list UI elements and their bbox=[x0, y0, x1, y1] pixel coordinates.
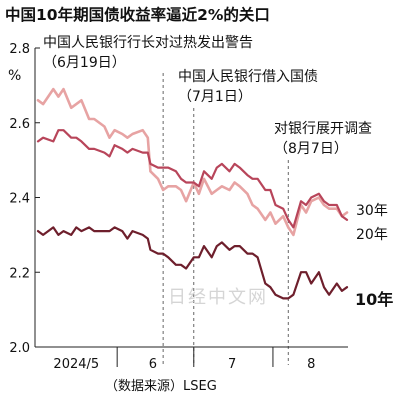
y-axis-unit: % bbox=[8, 68, 21, 84]
series-lines bbox=[36, 87, 349, 300]
annotation-date: （8月7日） bbox=[274, 141, 348, 157]
series-label-10y: 10年 bbox=[355, 290, 393, 309]
annotation-date: （7月1日） bbox=[178, 89, 252, 105]
x-tick-label: 2024/5 bbox=[53, 357, 99, 372]
watermark: 日经中文网 bbox=[168, 287, 268, 308]
series-label-30y: 30年 bbox=[356, 203, 388, 219]
y-tick-label: 2.2 bbox=[9, 266, 30, 281]
source-note: （数据来源）LSEG bbox=[105, 379, 217, 394]
series-line-10y bbox=[36, 226, 349, 300]
annotation-text: 中国人民银行借入国债 bbox=[178, 69, 318, 85]
annotation-labels: 中国人民银行行长对过热发出警告 （6月19日） 中国人民银行借入国债 （7月1日） 对银… bbox=[43, 35, 372, 157]
y-tick-label: 2.0 bbox=[9, 341, 30, 356]
annotation-lines bbox=[162, 73, 289, 365]
y-tick-label: 2.8 bbox=[9, 42, 30, 57]
series-label-20y: 20年 bbox=[356, 227, 388, 243]
x-tick-label: 7 bbox=[228, 357, 236, 372]
series-line-30y bbox=[36, 87, 349, 237]
series-line-20y bbox=[36, 129, 349, 229]
y-tick-label: 2.4 bbox=[9, 192, 30, 207]
annotation-text: 中国人民银行行长对过热发出警告 bbox=[43, 35, 253, 51]
chart-title: 中国10年期国债收益率逼近2%的关口 bbox=[5, 5, 270, 24]
y-tick-label: 2.6 bbox=[9, 117, 30, 132]
axes: 2.0 2.2 2.4 2.6 2.8 2024/5 6 7 8 bbox=[9, 42, 348, 372]
x-tick-label: 8 bbox=[307, 357, 315, 372]
x-tick-label: 6 bbox=[149, 357, 157, 372]
annotation-date: （6月19日） bbox=[43, 55, 126, 71]
series-labels: 30年 20年 10年 bbox=[355, 203, 393, 309]
annotation-text: 对银行展开调查 bbox=[274, 121, 372, 137]
